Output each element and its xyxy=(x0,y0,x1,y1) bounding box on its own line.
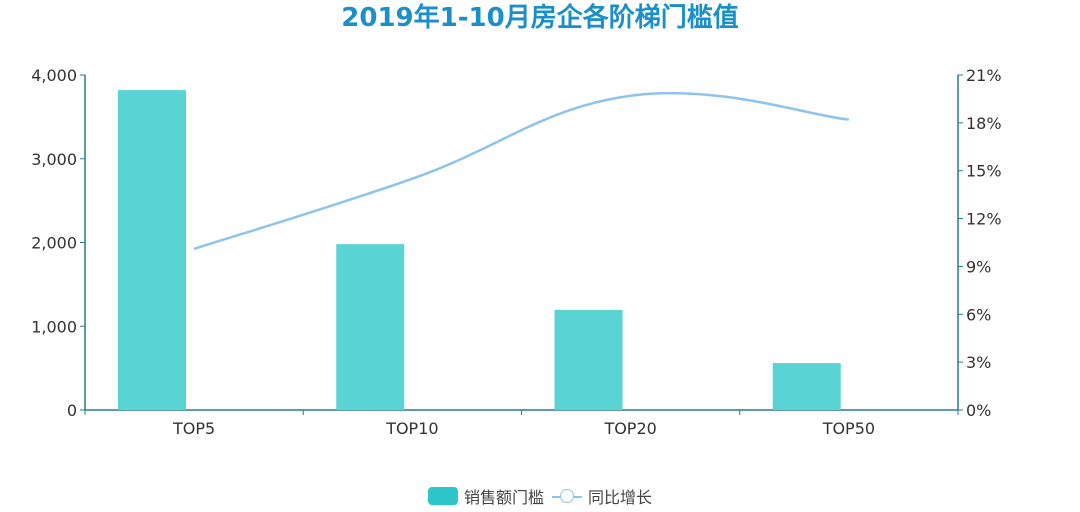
right-axis-tick-label: 15% xyxy=(966,162,1002,181)
right-axis-tick-label: 0% xyxy=(966,401,991,420)
right-axis-tick-label: 12% xyxy=(966,210,1002,229)
right-axis-tick-label: 9% xyxy=(966,257,991,276)
bar-top10 xyxy=(336,244,405,410)
legend: 销售额门槛 同比增长 xyxy=(0,484,1080,508)
right-axis-tick-label: 3% xyxy=(966,353,991,372)
right-axis-tick-label: 18% xyxy=(966,114,1002,133)
legend-item-bar[interactable]: 销售额门槛 xyxy=(427,484,544,508)
bar-top20 xyxy=(554,309,623,410)
chart: 0 1,000 2,000 3,000 4,000 0% 3% 6% 9% 12% 15% 18% 21… xyxy=(31,66,1002,438)
x-axis-tick-label: TOP5 xyxy=(172,419,215,438)
legend-line-circle-icon xyxy=(552,487,582,505)
legend-bar-swatch-icon xyxy=(427,487,458,505)
legend-label: 同比增长 xyxy=(588,488,653,507)
right-axis-tick-label: 21% xyxy=(966,66,1002,85)
x-axis-tick-label: TOP20 xyxy=(603,419,656,438)
x-axis-tick-label: TOP50 xyxy=(822,419,875,438)
x-axis-tick-label: TOP10 xyxy=(385,419,438,438)
legend-label: 销售额门槛 xyxy=(463,488,544,507)
left-axis-tick-label: 3,000 xyxy=(31,150,77,169)
left-axis-tick-label: 2,000 xyxy=(31,234,77,253)
left-axis-tick-label: 1,000 xyxy=(31,317,77,336)
left-axis-tick-label: 0 xyxy=(67,401,77,420)
chart-title: 2019年1-10月房企各阶梯门槛值 xyxy=(341,3,739,33)
right-axis-tick-label: 6% xyxy=(966,305,991,324)
growth-line xyxy=(193,91,850,251)
bar-top50 xyxy=(772,363,841,410)
bar-top5 xyxy=(118,90,186,410)
legend-item-line[interactable]: 同比增长 xyxy=(552,484,652,508)
left-axis-tick-label: 4,000 xyxy=(31,66,77,85)
